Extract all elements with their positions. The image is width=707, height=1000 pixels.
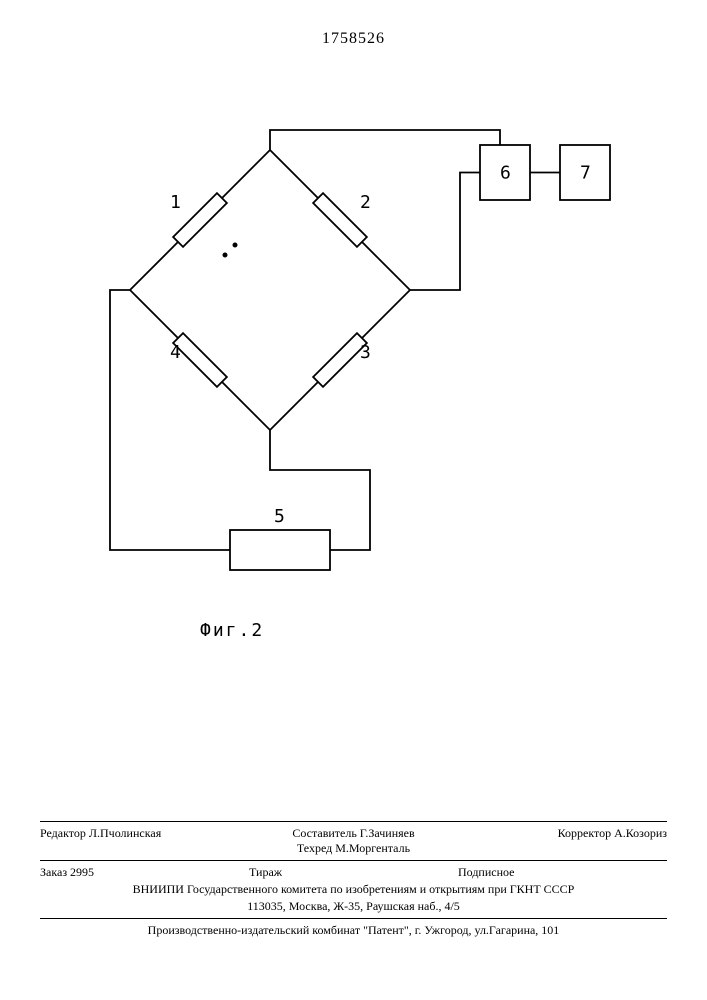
footer-block: Редактор Л.Пчолинская Составитель Г.Зачи… [40, 817, 667, 940]
author-credit: Составитель Г.Зачиняев [249, 826, 458, 841]
page-header-number: 1758526 [0, 30, 707, 48]
address-line: 113035, Москва, Ж-35, Раушская наб., 4/5 [40, 899, 667, 914]
divider [40, 860, 667, 861]
order-row: Заказ 2995 Тираж Подписное [40, 865, 667, 880]
editor-credit: Редактор Л.Пчолинская [40, 826, 249, 856]
bridge-circuit-diagram: 1 2 3 4 5 6 7 [60, 90, 620, 610]
divider [40, 918, 667, 919]
svg-text:7: 7 [580, 163, 591, 184]
author-techred-credit: Составитель Г.Зачиняев Техред М.Моргента… [249, 826, 458, 856]
podpisnoe-label: Подписное [458, 865, 667, 880]
figure-caption: Фиг.2 [200, 620, 264, 641]
printer-line: Производственно-издательский комбинат "П… [40, 923, 667, 938]
corrector-credit: Корректор А.Козориз [458, 826, 667, 856]
svg-text:3: 3 [360, 342, 371, 363]
order-number: Заказ 2995 [40, 865, 249, 880]
org-line: ВНИИПИ Государственного комитета по изоб… [40, 882, 667, 897]
techred-credit: Техред М.Моргенталь [249, 841, 458, 856]
credits-row: Редактор Л.Пчолинская Составитель Г.Зачи… [40, 826, 667, 856]
svg-text:6: 6 [500, 163, 511, 184]
svg-text:4: 4 [170, 342, 181, 363]
svg-text:5: 5 [274, 506, 285, 527]
svg-text:2: 2 [360, 192, 371, 213]
divider [40, 821, 667, 822]
svg-text:1: 1 [170, 192, 181, 213]
tirazh-label: Тираж [249, 865, 458, 880]
